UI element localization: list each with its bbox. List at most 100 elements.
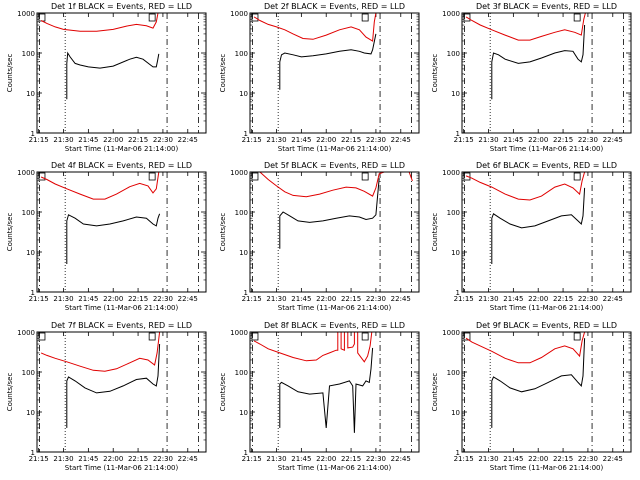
plot-frame — [36, 331, 207, 453]
x-axis-label: Start Time (11-Mar-06 21:14:00) — [490, 304, 604, 312]
y-axis-label: Counts/sec — [431, 373, 439, 412]
y-tick-label: 1 — [456, 130, 460, 138]
x-tick-label: 22:15 — [553, 136, 573, 144]
x-tick-label: 21:15 — [29, 455, 49, 463]
panel-title: Det 5f BLACK = Events, RED = LLD — [264, 161, 405, 170]
x-tick-label: 22:00 — [528, 295, 548, 303]
panel-title: Det 7f BLACK = Events, RED = LLD — [51, 321, 192, 330]
panel-title: Det 2f BLACK = Events, RED = LLD — [264, 2, 405, 11]
chart-panel-3: Det 3f BLACK = Events, RED = LLD 21:15 21:… — [431, 2, 632, 153]
y-tick-label: 1000 — [17, 329, 35, 337]
x-tick-label: 21:45 — [503, 136, 523, 144]
y-tick-label: 10 — [451, 90, 460, 98]
chart-panel-2: Det 2f BLACK = Events, RED = LLD 21:15 21:… — [219, 2, 420, 153]
events-series-line — [66, 51, 160, 100]
x-tick-label: 21:30 — [478, 136, 498, 144]
x-tick-label: 21:30 — [53, 455, 73, 463]
x-tick-label: 22:45 — [391, 136, 411, 144]
marker-box — [251, 172, 259, 181]
chart-panel-5: Det 5f BLACK = Events, RED = LLD 21:15 21:… — [219, 161, 420, 312]
x-tick-label: 21:15 — [29, 295, 49, 303]
y-tick-label: 1 — [31, 289, 35, 297]
chart-panel-6: Det 6f BLACK = Events, RED = LLD 21:15 21:… — [431, 161, 632, 312]
y-tick-label: 1 — [31, 130, 35, 138]
y-axis-label: Counts/sec — [431, 54, 439, 93]
y-tick-label: 1000 — [230, 329, 248, 337]
panel-title: Det 1f BLACK = Events, RED = LLD — [51, 2, 192, 11]
y-axis-label: Counts/sec — [219, 213, 227, 252]
y-axis-label: Counts/sec — [431, 213, 439, 252]
x-tick-label: 22:30 — [153, 455, 173, 463]
x-tick-label: 21:15 — [29, 136, 49, 144]
panel-title: Det 9f BLACK = Events, RED = LLD — [476, 321, 617, 330]
lld-series-line — [465, 172, 586, 201]
y-tick-label: 10 — [26, 249, 35, 257]
chart-panel-9: Det 9f BLACK = Events, RED = LLD 21:15 21:… — [431, 321, 632, 472]
y-tick-label: 1000 — [230, 169, 248, 177]
lld-series-line — [465, 332, 586, 364]
x-tick-label: 22:00 — [103, 295, 123, 303]
marker-box — [463, 172, 471, 181]
y-tick-label: 1 — [244, 449, 248, 457]
x-tick-label: 22:45 — [391, 455, 411, 463]
lld-series-line — [253, 13, 377, 42]
x-tick-label: 21:45 — [78, 295, 98, 303]
marker-box — [361, 13, 369, 22]
events-series-line — [491, 187, 586, 264]
x-tick-label: 21:45 — [291, 295, 311, 303]
x-tick-label: 22:30 — [578, 295, 598, 303]
y-axis-label: Counts/sec — [6, 373, 14, 412]
y-tick-label: 1 — [456, 449, 460, 457]
x-tick-label: 22:00 — [316, 136, 336, 144]
panel-title: Det 8f BLACK = Events, RED = LLD — [264, 321, 405, 330]
x-axis-label: Start Time (11-Mar-06 21:14:00) — [65, 304, 179, 312]
x-tick-label: 22:00 — [316, 295, 336, 303]
x-axis-label: Start Time (11-Mar-06 21:14:00) — [278, 304, 392, 312]
x-tick-label: 21:30 — [478, 455, 498, 463]
x-tick-label: 22:30 — [153, 295, 173, 303]
events-series-line — [66, 343, 161, 428]
events-series-line — [491, 24, 586, 100]
plot-frame — [461, 331, 632, 453]
x-tick-label: 21:30 — [53, 136, 73, 144]
plot-frame — [461, 171, 632, 293]
marker-box — [573, 172, 581, 181]
marker-box — [463, 332, 471, 341]
marker-box — [251, 13, 259, 22]
events-series-line — [279, 33, 377, 90]
marker-box — [148, 332, 156, 341]
lld-series-line — [40, 13, 159, 32]
y-tick-label: 100 — [447, 369, 460, 377]
x-tick-label: 22:30 — [578, 455, 598, 463]
x-tick-label: 22:15 — [128, 136, 148, 144]
y-axis-label: Counts/sec — [219, 54, 227, 93]
x-tick-label: 22:15 — [341, 136, 361, 144]
x-tick-label: 22:15 — [128, 295, 148, 303]
marker-box — [38, 172, 46, 181]
plot-frame — [249, 331, 420, 453]
x-tick-label: 22:45 — [178, 295, 198, 303]
y-tick-label: 100 — [235, 369, 248, 377]
x-tick-label: 22:45 — [391, 295, 411, 303]
x-tick-label: 21:45 — [78, 136, 98, 144]
y-tick-label: 1000 — [17, 169, 35, 177]
x-tick-label: 21:45 — [291, 136, 311, 144]
lld-series-line — [40, 332, 161, 372]
y-tick-label: 100 — [447, 50, 460, 58]
x-tick-label: 22:00 — [528, 455, 548, 463]
plot-frame — [36, 12, 207, 134]
x-tick-label: 22:15 — [341, 295, 361, 303]
x-tick-label: 22:00 — [103, 455, 123, 463]
x-tick-label: 21:45 — [503, 295, 523, 303]
x-axis-label: Start Time (11-Mar-06 21:14:00) — [278, 145, 392, 153]
x-axis-label: Start Time (11-Mar-06 21:14:00) — [490, 145, 604, 153]
marker-box — [573, 332, 581, 341]
y-axis-label: Counts/sec — [219, 373, 227, 412]
y-tick-label: 1000 — [17, 10, 35, 18]
y-tick-label: 100 — [22, 50, 35, 58]
x-tick-label: 21:45 — [78, 455, 98, 463]
x-tick-label: 22:30 — [366, 295, 386, 303]
chart-panel-1: Det 1f BLACK = Events, RED = LLD 21:15 21:… — [6, 2, 207, 153]
events-series-line — [66, 213, 161, 264]
